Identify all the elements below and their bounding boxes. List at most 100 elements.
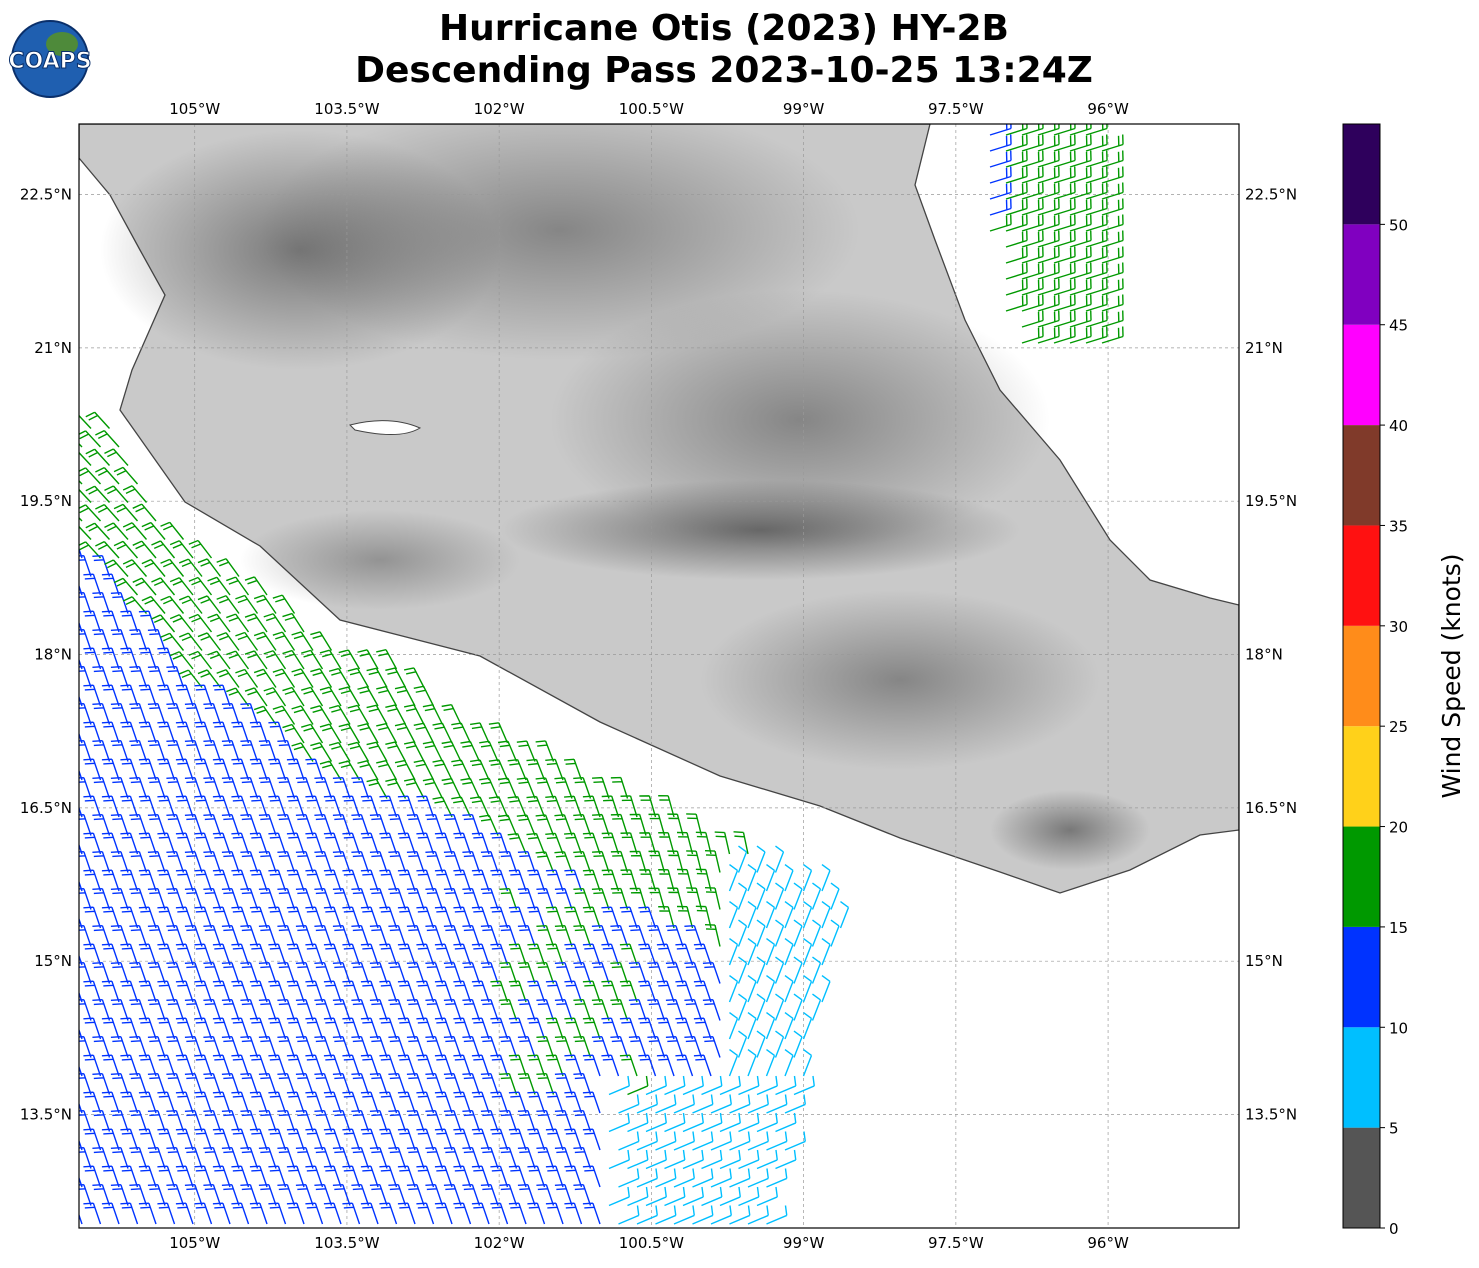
x-tick-label: 102°W: [474, 1234, 525, 1252]
wind-barb: [376, 759, 398, 781]
wind-barb: [756, 919, 766, 947]
wind-barb: [120, 869, 139, 892]
wind-barb: [79, 414, 92, 429]
wind-barb: [1053, 278, 1076, 296]
wind-barb: [747, 1048, 757, 1077]
wind-barb: [453, 1128, 472, 1151]
wind-barb: [332, 924, 351, 947]
wind-barb: [1085, 326, 1108, 344]
wind-barb: [305, 832, 324, 855]
wind-barb: [507, 832, 527, 855]
wind-barb: [194, 1017, 213, 1040]
wind-barb: [166, 1035, 185, 1058]
wind-barb: [101, 906, 120, 929]
wind-barb: [527, 943, 546, 966]
colorbar-bin: [1343, 324, 1380, 426]
wind-barb: [462, 924, 481, 947]
wind-barb: [564, 980, 583, 1003]
wind-barb: [92, 1109, 111, 1132]
wind-barb: [295, 924, 314, 947]
x-tick-label: 97.5°W: [928, 100, 984, 118]
map-frame: [78, 123, 1240, 1229]
wind-barb: [95, 540, 120, 559]
wind-barb: [113, 577, 139, 596]
wind-barb: [268, 1128, 287, 1151]
wind-barb: [765, 1048, 776, 1077]
wind-barb: [188, 613, 213, 633]
wind-barb: [83, 647, 102, 670]
wind-barb: [434, 943, 453, 966]
wind-barb: [471, 906, 490, 929]
wind-barb: [240, 961, 259, 984]
wind-barb: [212, 943, 231, 966]
wind-barb: [357, 649, 379, 670]
wind-barb: [194, 1128, 213, 1151]
wind-barb: [714, 831, 731, 855]
wind-barb: [157, 1091, 176, 1114]
wind-barb: [369, 924, 388, 947]
wind-barb: [203, 887, 222, 910]
wind-barb: [397, 869, 416, 892]
wind-barb: [479, 740, 499, 762]
wind-barb: [719, 1075, 741, 1096]
wind-barb: [240, 1183, 259, 1206]
wind-barb: [175, 1165, 194, 1188]
wind-barb: [129, 1183, 148, 1206]
wind-barb: [1037, 294, 1060, 312]
wind-barb: [592, 850, 610, 873]
wind-barb: [79, 1072, 92, 1095]
wind-barb: [1053, 262, 1076, 280]
wind-barb: [166, 1146, 185, 1169]
wind-barb: [328, 667, 351, 688]
wind-barb: [821, 863, 831, 892]
wind-barb: [323, 980, 342, 1003]
colorbar-tick-label: 10: [1389, 1019, 1408, 1037]
wind-barb: [416, 980, 435, 1003]
wind-barb: [645, 1149, 667, 1170]
wind-barb: [638, 1017, 657, 1040]
wind-barb: [460, 777, 481, 799]
wind-barb: [79, 525, 92, 540]
wind-barb: [184, 887, 203, 910]
wind-barb: [79, 732, 83, 744]
wind-barb: [92, 1035, 111, 1058]
wind-barb: [517, 998, 536, 1021]
wind-barb: [221, 1146, 240, 1169]
wind-barb: [508, 1091, 527, 1114]
wind-barb: [462, 961, 481, 984]
wind-barb: [286, 795, 305, 818]
wind-barb: [573, 1035, 592, 1058]
wind-barb: [1053, 230, 1076, 248]
wind-barb: [221, 1035, 240, 1058]
wind-barb: [369, 1035, 388, 1058]
wind-barb: [719, 1112, 741, 1133]
y-tick-label: 19.5°N: [20, 492, 72, 510]
wind-barb: [1021, 124, 1044, 136]
wind-barb: [636, 1205, 658, 1225]
wind-barb: [147, 739, 166, 762]
wind-barb: [101, 758, 120, 781]
wind-barb: [203, 702, 222, 725]
wind-barb: [332, 961, 351, 984]
wind-barb: [79, 451, 92, 466]
wind-barbs: [79, 124, 1124, 1225]
wind-barb: [92, 665, 111, 688]
wind-barb: [286, 832, 305, 855]
wind-barb: [376, 722, 398, 744]
wind-barb: [323, 1202, 342, 1225]
wind-barb: [388, 1146, 407, 1169]
wind-barb: [138, 795, 157, 818]
wind-barb: [249, 795, 268, 818]
wind-barb: [258, 1109, 277, 1132]
wind-barb: [360, 1017, 379, 1040]
wind-barb: [479, 814, 499, 836]
wind-barb: [157, 980, 176, 1003]
x-tick-label: 96°W: [1087, 100, 1129, 118]
wind-barb: [989, 150, 1012, 168]
wind-barb: [470, 796, 490, 818]
wind-barb: [101, 647, 120, 670]
wind-barb: [120, 610, 139, 633]
wind-barb: [573, 961, 592, 984]
wind-barb: [157, 758, 176, 781]
wind-barb: [147, 1183, 166, 1206]
